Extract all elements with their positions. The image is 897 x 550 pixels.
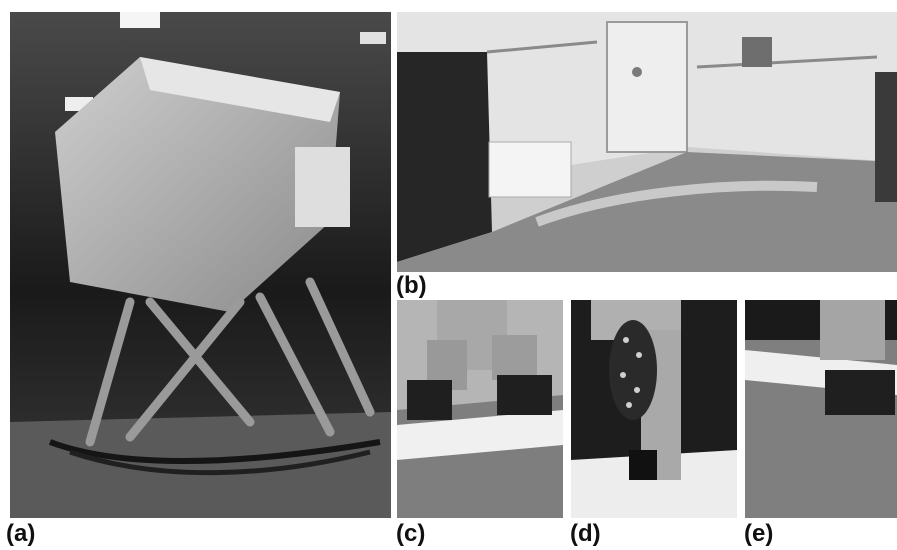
panel-b-room-photo	[397, 12, 897, 272]
label-a: (a)	[6, 520, 36, 547]
panel-c-boots-photo	[397, 300, 563, 518]
panel-d-cleat-photo	[571, 300, 737, 518]
panel-a-simulator-photo	[10, 12, 391, 518]
panel-e-boot-photo	[745, 300, 897, 518]
label-e: (e)	[744, 520, 774, 547]
label-c: (c)	[396, 520, 426, 547]
label-b: (b)	[396, 272, 427, 299]
label-d: (d)	[570, 520, 601, 547]
